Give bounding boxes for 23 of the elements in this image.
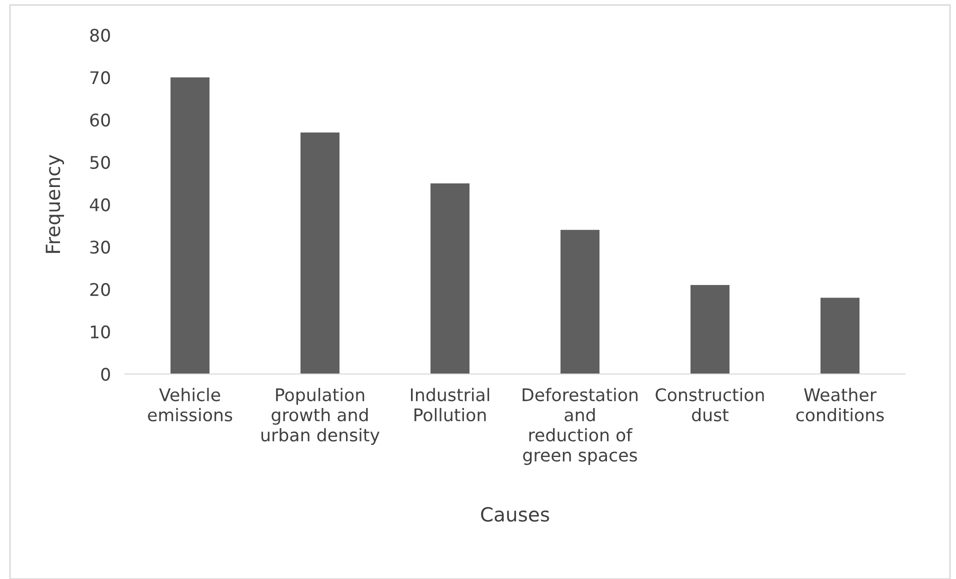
y-tick-label: 10 <box>90 325 110 338</box>
bar <box>690 285 730 374</box>
bar <box>820 298 860 374</box>
y-axis-title: Frequency <box>46 154 64 253</box>
x-tick-label: Vehicle emissions <box>148 388 232 422</box>
x-tick-label: Population growth and urban density <box>261 388 380 445</box>
y-tick-label: 20 <box>90 282 110 296</box>
x-tick-label: Industrial Pollution <box>410 388 490 422</box>
bar <box>430 183 470 374</box>
x-tick-label: Weather conditions <box>796 388 884 422</box>
x-tick-label: Construction dust <box>656 388 764 422</box>
y-tick-label: 70 <box>90 71 110 84</box>
x-axis-title: Causes <box>481 507 550 522</box>
bar <box>170 77 210 374</box>
y-tick-label: 50 <box>90 156 110 169</box>
y-tick-label: 40 <box>90 198 110 212</box>
x-tick-label: Deforestation and reduction of green spaces <box>522 388 638 465</box>
y-tick-label: 60 <box>90 113 110 127</box>
bar <box>300 132 340 374</box>
y-tick-label: 0 <box>101 368 110 381</box>
bar <box>560 230 600 374</box>
y-tick-label: 30 <box>90 240 110 254</box>
y-tick-label: 80 <box>90 28 110 42</box>
